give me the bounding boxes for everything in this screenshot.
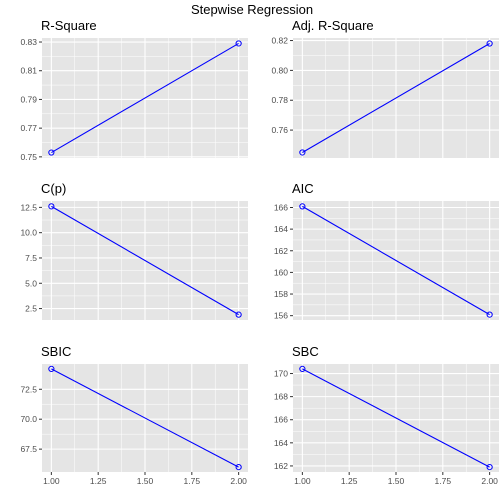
page-title: Stepwise Regression (190, 2, 314, 17)
panel-title: SBIC (41, 344, 71, 359)
y-tick-label: 0.78 (271, 95, 288, 105)
x-tick-label: 1.50 (388, 476, 405, 486)
y-tick-label: 170 (274, 369, 288, 379)
y-tick-label: 12.5 (20, 202, 37, 212)
series-line (302, 368, 490, 468)
panel-title: AIC (292, 181, 314, 196)
x-tick-label: 1.25 (341, 476, 358, 486)
panel-title: SBC (292, 344, 319, 359)
y-tick-label: 2.5 (25, 304, 37, 314)
data-point (48, 149, 55, 156)
series-line (51, 42, 239, 154)
x-tick-label: 1.50 (137, 476, 154, 486)
y-tick-label: 0.82 (271, 36, 288, 46)
y-tick-label: 0.77 (20, 123, 37, 133)
x-tick-label: 1.75 (184, 476, 201, 486)
series-line (51, 205, 239, 316)
y-tick-label: 0.83 (20, 37, 37, 47)
x-tick-label: 1.00 (294, 476, 311, 486)
panel-title: C(p) (41, 181, 66, 196)
y-tick-label: 160 (274, 267, 288, 277)
y-tick-label: 164 (274, 438, 288, 448)
y-tick-label: 67.5 (20, 444, 37, 454)
x-tick-label: 2.00 (230, 476, 247, 486)
data-point (486, 311, 493, 318)
x-tick-label: 1.75 (435, 476, 452, 486)
data-point (235, 40, 242, 47)
data-point (48, 365, 55, 373)
x-tick-label: 1.00 (43, 476, 60, 486)
series-line (302, 205, 490, 316)
y-tick-label: 72.5 (20, 384, 37, 394)
data-point (299, 203, 306, 210)
y-tick-label: 162 (274, 461, 288, 471)
panel-title: R-Square (41, 18, 97, 33)
data-point (486, 40, 493, 47)
data-point (235, 463, 242, 471)
y-tick-label: 166 (274, 415, 288, 425)
y-tick-label: 164 (274, 224, 288, 234)
data-point (299, 149, 306, 156)
y-tick-label: 5.0 (25, 278, 37, 288)
series-line (302, 43, 490, 153)
y-tick-label: 162 (274, 246, 288, 256)
x-tick-label: 2.00 (481, 476, 498, 486)
y-tick-label: 10.0 (20, 228, 37, 238)
y-tick-label: 166 (274, 202, 288, 212)
data-point (486, 463, 493, 471)
y-tick-label: 70.0 (20, 414, 37, 424)
y-tick-label: 0.79 (20, 94, 37, 104)
x-tick-label: 1.25 (90, 476, 107, 486)
panel-title: Adj. R-Square (292, 18, 374, 33)
data-point (235, 311, 242, 318)
data-point (299, 365, 306, 373)
y-tick-label: 156 (274, 311, 288, 321)
y-tick-label: 0.80 (271, 65, 288, 75)
y-tick-label: 0.75 (20, 152, 37, 162)
y-tick-label: 158 (274, 289, 288, 299)
series-line (51, 368, 239, 468)
y-tick-label: 0.76 (271, 125, 288, 135)
data-point (48, 203, 55, 210)
y-tick-label: 7.5 (25, 253, 37, 263)
y-tick-label: 0.81 (20, 66, 37, 76)
y-tick-label: 168 (274, 392, 288, 402)
